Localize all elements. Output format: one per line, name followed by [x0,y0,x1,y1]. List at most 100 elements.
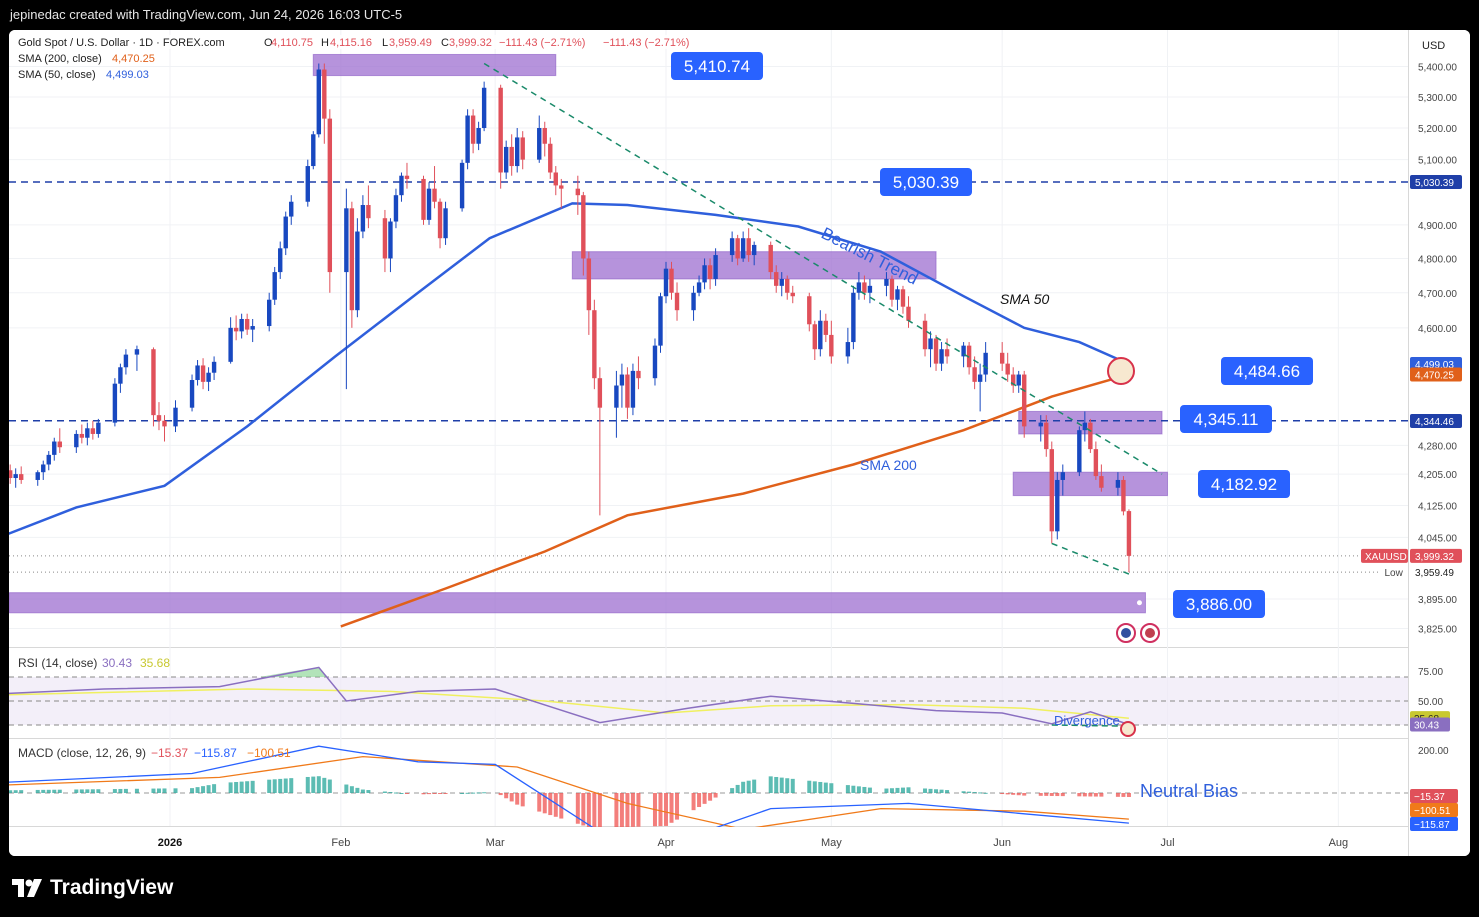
macd-histogram-bar [1082,793,1087,797]
candle-body [52,441,57,455]
macd-histogram-bar [322,777,327,793]
macd-histogram-bar [344,784,349,793]
macd-histogram-bar [74,789,79,793]
macd-histogram-bar [697,793,702,808]
candle-body [123,354,129,368]
candle-body [250,326,255,330]
macd-histogram-bar [548,793,553,816]
macd-histogram-bar [592,793,597,829]
macd-pane: Neutral Bias MACD (close, 12, 26, 9) −15.3… [9,745,1408,846]
candle-body [1044,422,1049,450]
candle-body [652,345,658,379]
candle-body [785,278,790,293]
price-tag-value: 3,959.49 [1415,568,1454,579]
brand-name: TradingView [50,876,174,899]
price-tag-value: 4,344.46 [1415,417,1454,428]
macd-histogram-bar [421,793,426,795]
macd-histogram-bar [1005,793,1010,795]
macd-histogram-bar [630,793,635,827]
time-tick-label: Mar [486,837,505,849]
candle-body [1060,472,1065,480]
sma50-annotation: SMA 50 [1000,291,1049,307]
candle-body [46,454,51,465]
price-tick-label: 4,205.00 [1418,470,1457,481]
macd-histogram-bar [713,793,718,798]
macd-histogram-bar [190,788,195,793]
rsi-value-tag-bg [1410,717,1450,732]
macd-histogram-bar [862,786,867,793]
macd-histogram-bar [245,781,250,793]
candle-body [867,285,873,293]
candle-body [476,128,481,144]
time-axis-bg [9,827,1408,856]
candle-body [267,299,272,327]
candle-body [1126,511,1132,556]
candle-body [239,318,244,332]
candle-body [900,289,906,307]
macd-histogram-bar [1044,793,1049,796]
candle-body [658,296,663,346]
candle-body [548,143,553,173]
macd-histogram-bar [482,792,487,794]
price-tick-label: 5,300.00 [1418,93,1457,104]
candle-body [823,320,829,335]
macd-histogram-bar [785,778,790,793]
macd-histogram-bar [272,779,277,793]
legend-close: 3,999.32 [449,37,492,49]
macd-histogram-bar [305,776,310,793]
macd-tick-label: 200.00 [1418,746,1449,757]
candle-body [972,367,977,382]
tradingview-logo[interactable]: TradingView [12,876,173,900]
macd-histogram-bar [895,787,900,793]
macd-histogram-bar [559,793,564,819]
price-tag-value: 4,499.03 [1415,360,1454,371]
candle-body [118,367,123,384]
candle-body [977,374,983,382]
supply-demand-zone [1012,471,1169,497]
candle-body [889,278,895,300]
macd-histogram-bar [829,783,834,793]
price-tag-value: 3,999.32 [1415,552,1454,563]
candle-body [619,374,625,386]
macd-histogram-bar [812,781,817,793]
candle-body [1093,449,1099,477]
macd-histogram-bar [900,787,905,793]
candle-body [74,433,79,448]
time-tick-label: Apr [657,837,674,849]
divergence-line [1051,724,1129,727]
rsi-pane: Divergence RSI (14, close) 30.43 35.68 [9,656,1408,737]
rsi-ma-value: 35.68 [140,656,170,670]
divergence-label: Divergence [1054,713,1120,728]
level-price-tag: 4,182.92 [1211,475,1277,494]
candle-body [597,378,603,408]
candle-body [349,208,355,311]
candle-body [1121,479,1126,512]
candle-body [200,365,206,382]
macd-histogram-bar [790,778,795,793]
legend-change: −111.43 (−2.71%) [499,37,585,49]
macd-histogram-bar [52,789,57,793]
candle-body [740,238,746,259]
macd-histogram-bar [173,788,178,793]
macd-histogram-bar [388,792,393,794]
macd-histogram-bar [1060,793,1065,797]
candle-body [388,221,393,259]
candle-body [278,248,283,273]
macd-histogram-bar [807,780,812,793]
candle-body [151,349,156,416]
candle-body [228,327,233,362]
candle-body [961,345,966,357]
time-tick-label: May [821,837,842,849]
macd-histogram-bar [928,788,933,793]
price-tick-label: 4,600.00 [1418,324,1457,335]
candle-body [691,292,696,311]
macd-histogram-bar [90,789,95,793]
macd-histogram-bar [509,793,514,802]
candle-body [79,433,85,438]
macd-histogram-bar [13,790,18,793]
candle-body [421,178,426,220]
candle-body [790,292,795,297]
candle-body [663,268,669,297]
rsi-tick-label: 75.00 [1418,667,1443,678]
